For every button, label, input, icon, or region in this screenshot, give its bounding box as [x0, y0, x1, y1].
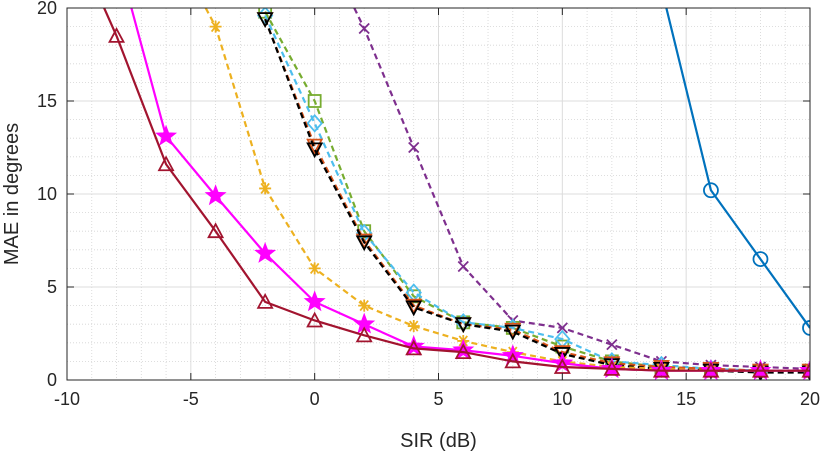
- data-point-star: [452, 338, 475, 360]
- data-point-triangle-up: [108, 27, 126, 43]
- data-point-triangle-up: [504, 352, 522, 369]
- data-point-triangle-up: [751, 361, 769, 378]
- series-line-blue-circle: [665, 8, 810, 329]
- data-point-x: [556, 322, 568, 334]
- series-purple-x: [353, 8, 810, 375]
- x-tick-label: 5: [433, 389, 443, 409]
- data-point-triangle-up: [652, 361, 670, 378]
- y-tick-label: 5: [47, 277, 57, 297]
- data-point-circle: [802, 320, 810, 336]
- data-point-star: [204, 184, 227, 206]
- x-axis-label: SIR (dB): [400, 430, 477, 452]
- data-point-x: [408, 141, 420, 154]
- series-darkred-triangle: [103, 8, 810, 378]
- data-point-triangle-up: [157, 155, 175, 172]
- data-point-triangle-up: [256, 292, 274, 309]
- plot-area: [103, 8, 810, 380]
- data-point-triangle-down: [405, 300, 423, 317]
- series-line-magenta-star: [130, 8, 810, 372]
- series-line-black-triangle: [264, 18, 810, 374]
- y-tick-label: 0: [47, 370, 57, 390]
- data-point-triangle-up: [454, 343, 472, 360]
- data-point-triangle-down: [306, 142, 324, 159]
- y-tick-label: 10: [37, 184, 57, 204]
- series-line-purple-x: [353, 8, 810, 370]
- y-tick-labels: 0 5 10 15 20: [37, 0, 57, 390]
- data-point-star: [402, 334, 425, 356]
- data-point-star: [303, 290, 326, 312]
- x-tick-labels: -10 -5 0 5 10 15 20: [54, 389, 820, 409]
- data-point-triangle-up: [702, 361, 720, 378]
- data-point-x: [358, 22, 370, 35]
- y-tick-label: 20: [37, 0, 57, 18]
- data-point-star: [254, 241, 277, 263]
- x-tick-label: -5: [183, 389, 199, 409]
- data-point-asterisk: [407, 320, 420, 333]
- data-point-star: [155, 124, 178, 146]
- data-point-triangle-down: [454, 317, 472, 334]
- data-point-triangle-up: [603, 359, 621, 376]
- data-point-triangle-up: [306, 311, 324, 328]
- x-tick-label: -10: [54, 389, 80, 409]
- data-point-triangle-down: [504, 324, 522, 341]
- data-point-triangle-down: [355, 235, 373, 252]
- data-point-asterisk: [358, 299, 371, 312]
- data-point-triangle-down: [306, 138, 324, 155]
- data-point-triangle-up: [801, 361, 810, 378]
- x-tick-label: 15: [676, 389, 696, 409]
- data-point-x: [606, 339, 618, 351]
- data-point-diamond: [306, 113, 323, 133]
- series-line-darkred-triangle: [103, 8, 810, 372]
- data-point-circle: [752, 251, 769, 268]
- data-point-triangle-up: [405, 339, 423, 356]
- data-point-x: [457, 260, 469, 273]
- data-point-asterisk: [308, 262, 321, 275]
- y-tick-label: 15: [37, 91, 57, 111]
- tick-marks: [66, 7, 811, 381]
- y-axis-label: MAE in degrees: [1, 123, 23, 265]
- data-point-square: [307, 94, 322, 108]
- x-tick-label: 10: [552, 389, 572, 409]
- data-point-triangle-up: [207, 222, 225, 239]
- data-point-triangle-down: [553, 347, 571, 363]
- x-tick-label: 0: [310, 389, 320, 409]
- data-point-triangle-up: [553, 358, 571, 374]
- x-tick-label: 20: [800, 389, 820, 409]
- data-point-triangle-down: [256, 12, 274, 29]
- data-point-triangle-up: [355, 326, 373, 343]
- data-point-asterisk: [209, 20, 222, 33]
- data-point-asterisk: [259, 182, 272, 195]
- series-blue-circle: [665, 8, 810, 336]
- data-point-circle: [703, 182, 719, 199]
